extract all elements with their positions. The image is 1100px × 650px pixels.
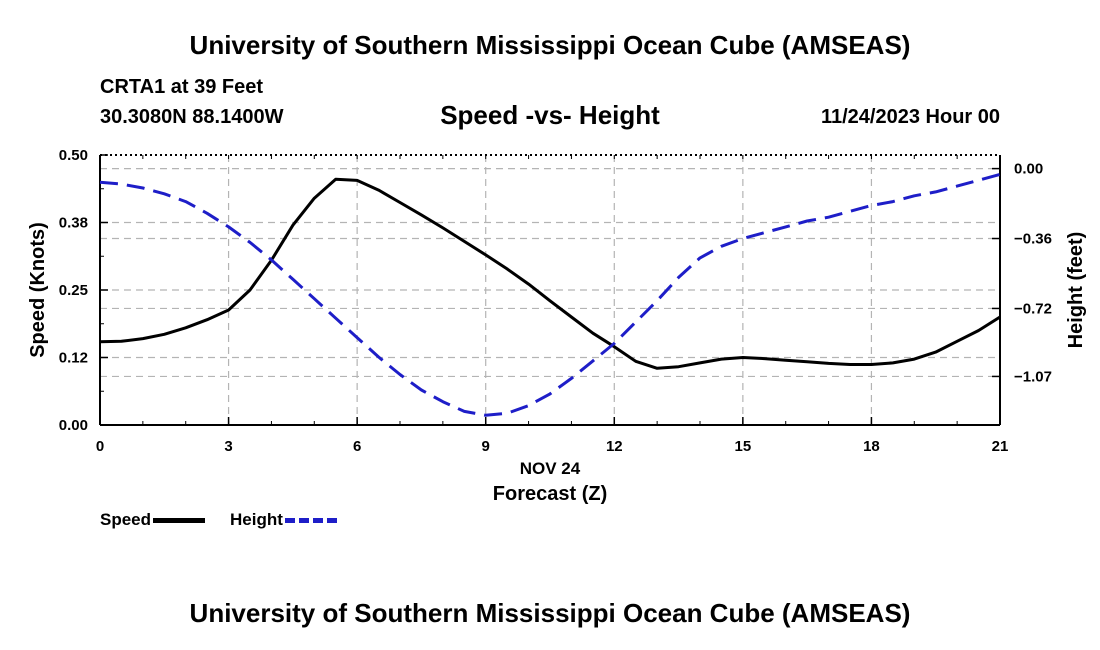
x-tick-label: 6 (353, 438, 361, 455)
station-coordinates: 30.3080N 88.1400W (100, 106, 284, 128)
legend-speed-label: Speed (100, 510, 152, 529)
x-axis-date-label: NOV 24 (520, 459, 581, 478)
x-tick-label: 12 (606, 438, 623, 455)
y-tick-label: 0.25 (59, 282, 88, 299)
forecast-datetime: 11/24/2023 Hour 00 (820, 106, 1000, 128)
y2-tick-label: −0.36 (1014, 231, 1052, 248)
legend-height-label: Height (230, 510, 283, 529)
x-tick-label: 18 (863, 438, 880, 455)
y-axis-label: Speed (Knots) (27, 222, 49, 358)
x-tick-label: 0 (96, 438, 104, 455)
footer-title: University of Southern Mississippi Ocean… (189, 598, 911, 628)
x-tick-label: 21 (992, 438, 1009, 455)
legend-height-swatch (284, 517, 337, 523)
y-tick-label: 0.38 (59, 215, 88, 232)
x-axis-label: Forecast (Z) (493, 483, 607, 505)
series (99, 172, 1001, 417)
grid (100, 155, 1000, 425)
y2-tick-label: −0.72 (1014, 300, 1052, 317)
y-tick-label: 0.50 (59, 147, 88, 164)
y-tick-label: 0.12 (59, 350, 88, 367)
station-label: CRTA1 at 39 Feet (100, 76, 264, 98)
series-height-line (99, 172, 1001, 417)
y2-axis-label: Height (feet) (1065, 232, 1087, 349)
x-tick-label: 9 (482, 438, 490, 455)
series-speed-line (99, 177, 1001, 370)
x-tick-label: 15 (735, 438, 752, 455)
y-tick-label: 0.00 (59, 417, 88, 434)
chart-title: Speed -vs- Height (440, 100, 660, 130)
x-tick-label: 3 (224, 438, 232, 455)
y2-tick-label: 0.00 (1014, 161, 1043, 178)
axes: 0 3 6 9 12 15 18 21 0.00 0.12 0.25 0.38 0.50 0.00 −0.3… (59, 147, 1052, 455)
legend-speed: Speed (100, 510, 206, 530)
page-title: University of Southern Mississippi Ocean… (189, 30, 911, 60)
y2-tick-label: −1.07 (1014, 368, 1052, 385)
legend-speed-swatch (153, 517, 206, 523)
legend-height: Height (230, 510, 337, 530)
